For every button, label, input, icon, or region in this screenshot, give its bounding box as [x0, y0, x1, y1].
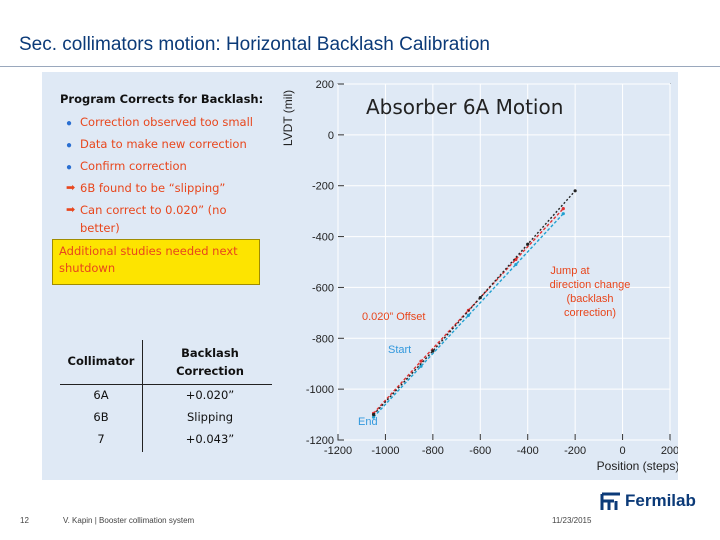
highlight-box: Additional studies needed next shutdown — [52, 239, 260, 285]
data-point — [371, 412, 376, 417]
x-axis-label: Position (steps) — [597, 459, 678, 473]
x-tick-label: 200 — [661, 445, 678, 457]
y-tick-label: -200 — [312, 181, 334, 193]
slide-title: Sec. collimators motion: Horizontal Back… — [19, 34, 490, 55]
page-number: 12 — [20, 516, 29, 525]
notes-heading: Program Corrects for Backlash: — [60, 92, 264, 106]
table-column-divider — [142, 340, 143, 452]
footer-date: 11/23/2015 — [552, 516, 592, 525]
data-point — [431, 349, 435, 353]
note-bullet-3: Confirm correction — [80, 159, 187, 173]
data-point — [514, 262, 518, 267]
data-point — [478, 296, 482, 300]
table-cell-collimator: 6B — [93, 410, 109, 424]
note-arrow-2: Can correct to 0.020” (no — [80, 203, 227, 217]
figure-panel: Program Corrects for Backlash: ● Correct… — [42, 72, 678, 480]
arrow-icon: ➡ — [66, 204, 76, 216]
data-point — [514, 257, 518, 262]
data-point — [371, 415, 376, 419]
note-arrow-2-cont: better) — [80, 221, 120, 235]
x-tick-label: -200 — [564, 445, 586, 457]
annotation-jump-4: correction) — [564, 307, 616, 319]
bullet-icon: ● — [66, 140, 73, 151]
data-point — [573, 189, 577, 193]
y-tick-label: -800 — [312, 333, 334, 345]
y-tick-label: 0 — [328, 130, 334, 142]
highlight-text: Additional studies needed next shutdown — [59, 244, 238, 275]
annotation-jump-2: direction change — [550, 279, 631, 291]
data-point — [419, 364, 423, 368]
backlash-table: Collimator Backlash Correction 6A +0.020… — [60, 340, 272, 452]
y-tick-label: -400 — [312, 232, 334, 244]
fermilab-logo-icon — [600, 492, 620, 510]
x-tick-label: 0 — [620, 445, 626, 457]
series-line — [373, 213, 564, 418]
table-header-backlash: Backlash — [181, 346, 239, 360]
notes-panel: Program Corrects for Backlash: ● Correct… — [54, 84, 298, 244]
plot-area — [337, 83, 671, 441]
note-arrow-1: 6B found to be “slipping” — [80, 181, 226, 195]
table-cell-correction: +0.043” — [185, 432, 235, 446]
note-bullet-2: Data to make new correction — [80, 137, 247, 151]
y-tick-label: -1000 — [306, 384, 334, 396]
table-cell-correction: +0.020” — [185, 388, 235, 402]
note-bullet-1: Correction observed too small — [80, 115, 253, 129]
arrow-icon: ➡ — [66, 182, 76, 194]
table-header-correction: Correction — [176, 364, 244, 378]
table-cell-collimator: 7 — [97, 432, 105, 446]
data-point — [561, 212, 565, 216]
chart-svg: -1200 -1000 -800 -600 -400 -200 0 200 200 0 -200 -4… — [281, 79, 678, 473]
x-tick-label: -1200 — [324, 445, 352, 457]
table-cell-collimator: 6A — [93, 388, 109, 402]
chart-layer: -1200 -1000 -800 -600 -400 -200 0 200 200 0 -200 -4… — [281, 79, 678, 473]
bullet-icon: ● — [66, 162, 73, 173]
data-point — [526, 242, 530, 246]
logo-text: Fermilab — [625, 491, 696, 510]
x-tick-label: -400 — [517, 445, 539, 457]
annotation-jump-1: Jump at — [550, 265, 589, 277]
table-header-collimator: Collimator — [67, 354, 135, 368]
data-point — [561, 207, 565, 211]
annotation-offset: 0.020” Offset — [362, 311, 425, 323]
annotation-start: Start — [388, 344, 411, 356]
annotation-jump-3: (backlash — [566, 293, 613, 305]
title-divider — [0, 66, 720, 67]
y-tick-label: 200 — [316, 79, 334, 91]
table-header-divider — [60, 384, 272, 385]
data-point — [466, 313, 471, 317]
y-tick-label: -600 — [312, 282, 334, 294]
annotation-end: End — [358, 416, 378, 428]
bullet-icon: ● — [66, 118, 73, 129]
table-cell-correction: Slipping — [186, 410, 234, 424]
x-tick-label: -800 — [422, 445, 444, 457]
data-point — [419, 359, 423, 363]
series-line — [373, 190, 576, 416]
footer-author: V. Kapin | Booster collimation system — [63, 516, 195, 525]
chart-title: Absorber 6A Motion — [366, 95, 563, 119]
x-tick-label: -600 — [469, 445, 491, 457]
y-tick-label: -1200 — [306, 435, 334, 447]
y-axis-label: LVDT (mil) — [281, 90, 295, 146]
x-tick-label: -1000 — [371, 445, 399, 457]
